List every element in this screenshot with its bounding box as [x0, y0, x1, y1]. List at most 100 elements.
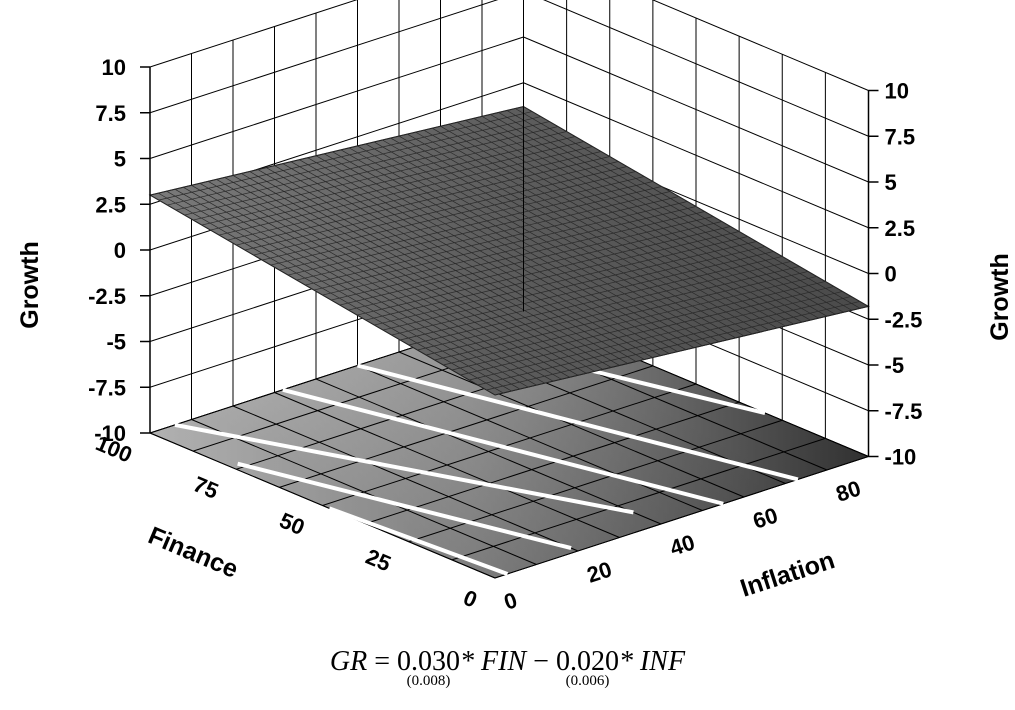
right-z-tick-label: 2.5 — [885, 216, 916, 241]
back-wall-gridline — [149, 0, 499, 114]
surface-mesh-line — [191, 184, 537, 386]
equation-term-inflation: * INF — [618, 646, 686, 677]
surface-mesh-line — [486, 301, 860, 391]
floor-gridline — [451, 437, 826, 561]
surface-mesh-line — [207, 181, 554, 382]
surface-mesh-line — [174, 188, 521, 390]
surface-mesh-line — [305, 196, 679, 286]
surface-mesh-line — [257, 169, 604, 370]
surface-mesh-line — [490, 114, 836, 315]
surface-mesh-line — [391, 246, 766, 336]
surface-mesh-line — [262, 171, 636, 261]
inflation-tick-label: 60 — [750, 502, 781, 533]
surface-mesh-line — [365, 231, 740, 321]
finance-tick-label: 75 — [190, 471, 222, 504]
surface-mesh-line — [425, 266, 800, 356]
surface-mesh-line — [227, 151, 602, 241]
axes — [140, 0, 879, 458]
inflation-tick-label: 80 — [833, 475, 864, 506]
finance-axis-label: Finance — [144, 521, 242, 583]
surface-mesh-line — [149, 194, 496, 396]
surface-mesh-line — [166, 190, 512, 392]
finance-tick-label: 0 — [460, 585, 481, 613]
equation-minus: − — [533, 646, 549, 677]
floor-gridline — [322, 383, 697, 506]
floor-contour-line — [356, 363, 799, 482]
surface-mesh-line — [296, 191, 671, 281]
inflation-tick-label: 0 — [501, 587, 520, 615]
surface-mesh-line — [407, 133, 753, 335]
surface-mesh-line — [210, 141, 584, 231]
floor-gridline — [357, 365, 703, 511]
surface-mesh-line — [199, 182, 545, 384]
right-z-tick-label: 10 — [885, 79, 909, 104]
floor-contour-line — [174, 422, 634, 515]
surface-mesh-line — [473, 118, 819, 319]
surface-mesh-line — [175, 121, 550, 211]
coef-inflation-std-error: (0.006) — [565, 673, 610, 689]
surface-mesh-line — [149, 106, 524, 196]
surface-mesh-line — [167, 116, 541, 206]
surface-mesh-line — [184, 126, 559, 216]
surface-mesh-line — [236, 156, 610, 246]
floor-gridline — [232, 405, 579, 552]
surface-mesh-line — [443, 276, 817, 366]
surface-mesh-line — [307, 157, 653, 358]
left-z-tick-label: 10 — [102, 55, 126, 80]
coef-finance-value: 0.030 — [397, 646, 461, 677]
surface-mesh-line — [357, 145, 703, 347]
surface-mesh-line — [506, 110, 853, 311]
surface-mesh-line — [218, 146, 593, 236]
floor-gridline — [279, 365, 654, 488]
surface-mesh-line — [373, 141, 720, 343]
equation-coef-inflation: 0.020 (0.006) — [556, 646, 619, 689]
surface-mesh-line — [315, 155, 662, 356]
surface-mesh-line — [348, 221, 722, 311]
z-axis-label-left: Growth — [16, 241, 44, 329]
surface-mesh-line — [498, 112, 844, 313]
surface-mesh-line — [249, 171, 595, 372]
surface-mesh-line — [434, 271, 809, 361]
equation-term-finance: * FIN — [460, 646, 527, 677]
surface-mesh-line — [266, 167, 612, 368]
surface-mesh-line — [515, 108, 861, 309]
surface-mesh-line — [201, 136, 576, 226]
surface-mesh-line — [158, 192, 504, 394]
surface-mesh-line — [183, 186, 529, 388]
surface-mesh-line — [390, 137, 736, 339]
left-z-tick-label: 0 — [114, 238, 126, 263]
surface-mesh-line — [465, 120, 811, 321]
floor-gridline — [274, 392, 620, 538]
right-z-tick-label: -5 — [885, 353, 905, 378]
surface-mesh-line — [313, 201, 688, 291]
surface-mesh-line — [417, 261, 791, 351]
surface-mesh-line — [494, 306, 869, 396]
z-axis-label-right: Growth — [986, 253, 1014, 341]
surface-mesh-line — [216, 179, 562, 380]
left-z-tick-label: 5 — [114, 147, 126, 172]
surface-mesh-line — [415, 131, 761, 333]
surface-mesh-line — [244, 161, 619, 251]
surface-mesh-line — [193, 131, 567, 221]
surface-mesh-line — [274, 165, 620, 366]
surface-mesh-line — [241, 173, 587, 374]
right-z-tick-label: -7.5 — [885, 399, 923, 424]
surface-mesh-line — [374, 236, 748, 326]
left-z-tick-label: -10 — [94, 421, 126, 446]
right-z-tick-label: 7.5 — [885, 124, 916, 149]
surface-mesh-line — [270, 176, 645, 266]
surface-mesh-line — [279, 181, 653, 271]
equation-equals: = — [374, 646, 391, 677]
surface-mesh-line — [432, 127, 778, 329]
surface-mesh-line — [253, 166, 628, 256]
right-z-tick-label: -2.5 — [885, 307, 923, 332]
surface-mesh-line — [400, 251, 774, 341]
finance-tick-label: 50 — [276, 508, 308, 541]
floor-gridline — [398, 351, 745, 498]
left-z-tick-label: -5 — [106, 330, 126, 355]
surface-mesh-line — [332, 151, 678, 353]
surface-mesh-line — [398, 135, 745, 337]
back-wall-gridline — [149, 0, 358, 68]
back-wall-gridline — [149, 36, 524, 159]
surface-mesh-line — [456, 121, 803, 323]
